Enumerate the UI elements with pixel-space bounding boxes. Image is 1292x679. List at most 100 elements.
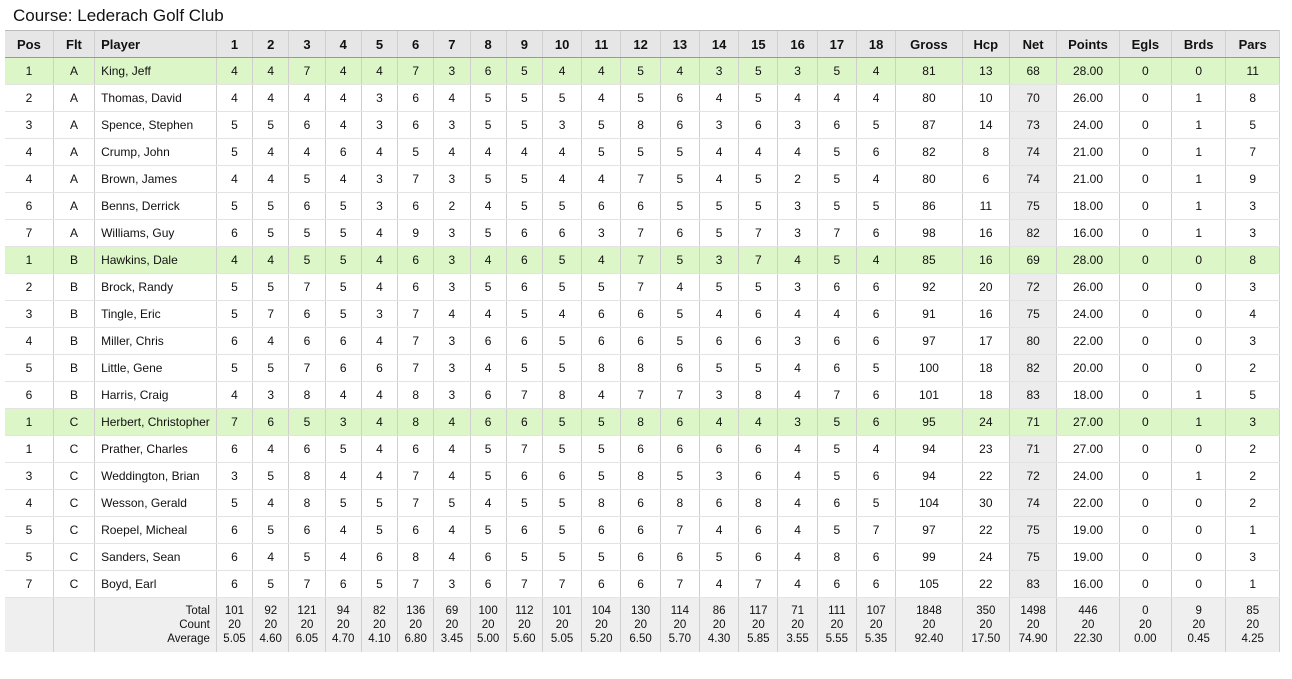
hole-16-score: 3	[777, 192, 818, 220]
column-header-pos[interactable]: Pos	[5, 30, 54, 58]
table-row[interactable]: 6 B Harris, Craig 4 3 8 4 4 8 3 6 7 8 4 7 7 3 8 4 7 6 101 18 83…	[5, 381, 1280, 409]
table-row[interactable]: 5 C Sanders, Sean 6 4 5 4 6 8 4 6 5 5 5 6 6 5 6 4 8 6 99 24 75 1…	[5, 543, 1280, 571]
table-row[interactable]: 4 A Crump, John 5 4 4 6 4 5 4 4 4 4 5 5 5 4 4 4 5 6 82 8 74 21.0…	[5, 138, 1280, 166]
column-header-8[interactable]: 8	[469, 30, 507, 58]
column-header-13[interactable]: 13	[659, 30, 700, 58]
egls-cell: 0	[1118, 570, 1172, 598]
points-cell: 22.00	[1056, 327, 1120, 355]
column-header-9[interactable]: 9	[505, 30, 543, 58]
table-row[interactable]: 1 C Prather, Charles 6 4 6 5 4 6 4 5 7 5 5 6 6 6 6 4 5 4 94 23…	[5, 435, 1280, 463]
summary-cell: 9 20 0.45	[1171, 597, 1226, 652]
column-header-12[interactable]: 12	[620, 30, 661, 58]
flight-cell: C	[52, 408, 95, 436]
table-row[interactable]: 4 A Brown, James 4 4 5 4 3 7 3 5 5 4 4 7 5 4 5 2 5 4 80 6 74 21.…	[5, 165, 1280, 193]
table-row[interactable]: 6 A Benns, Derrick 5 5 6 5 3 6 2 4 5 5 6 6 5 5 5 3 5 5 86 11 75…	[5, 192, 1280, 220]
hole-2-score: 3	[252, 381, 289, 409]
column-header-gross[interactable]: Gross	[895, 30, 963, 58]
hole-7-score: 4	[433, 138, 471, 166]
pars-cell: 9	[1225, 165, 1280, 193]
column-header-7[interactable]: 7	[433, 30, 471, 58]
column-header-hcp[interactable]: Hcp	[961, 30, 1010, 58]
column-header-egls[interactable]: Egls	[1118, 30, 1172, 58]
points-cell: 21.00	[1056, 138, 1120, 166]
hole-11-score: 8	[581, 354, 621, 382]
hole-9-score: 6	[505, 327, 543, 355]
hole-11-score: 5	[581, 138, 621, 166]
hole-15-score: 4	[738, 138, 778, 166]
summary-count: 20	[594, 619, 608, 631]
pos-cell: 3	[5, 300, 54, 328]
column-header-1[interactable]: 1	[215, 30, 253, 58]
column-header-18[interactable]: 18	[855, 30, 896, 58]
column-header-3[interactable]: 3	[288, 30, 326, 58]
hole-6-score: 8	[397, 381, 434, 409]
table-row[interactable]: 3 C Weddington, Brian 3 5 8 4 4 7 4 5 6 6 5 8 5 3 6 4 5 6 94 2…	[5, 462, 1280, 490]
egls-cell: 0	[1118, 300, 1172, 328]
table-row[interactable]: 1 C Herbert, Christopher 7 6 5 3 4 8 4 6 6 5 5 8 6 4 4 3 5 6…	[5, 408, 1280, 436]
hole-16-score: 3	[777, 408, 818, 436]
hole-12-score: 8	[620, 408, 661, 436]
gross-cell: 97	[895, 516, 963, 544]
table-row[interactable]: 4 B Miller, Chris 6 4 6 6 4 7 3 6 6 5 6 6 5 6 6 3 6 6 97 17 80 2…	[5, 327, 1280, 355]
table-row[interactable]: 5 B Little, Gene 5 5 7 6 6 7 3 4 5 5 8 8 6 5 5 4 6 5 100 18 82 2…	[5, 354, 1280, 382]
points-cell: 16.00	[1056, 219, 1120, 247]
brds-cell: 1	[1171, 84, 1226, 112]
column-header-net[interactable]: Net	[1008, 30, 1057, 58]
column-header-11[interactable]: 11	[581, 30, 621, 58]
column-header-16[interactable]: 16	[777, 30, 818, 58]
points-cell: 26.00	[1056, 273, 1120, 301]
column-header-points[interactable]: Points	[1056, 30, 1120, 58]
table-row[interactable]: 1 A King, Jeff 4 4 7 4 4 7 3 6 5 4 4 5 4 3 5 3 5 4 81 13 68 28.0…	[5, 57, 1280, 85]
brds-cell: 0	[1171, 57, 1226, 85]
table-row[interactable]: 7 C Boyd, Earl 6 5 7 6 5 7 3 6 7 7 6 6 7 4 7 4 6 6 105 22 83 16.…	[5, 570, 1280, 598]
pos-cell: 4	[5, 489, 54, 517]
hole-6-score: 7	[397, 570, 434, 598]
net-cell: 68	[1008, 57, 1057, 85]
hole-9-score: 5	[505, 165, 543, 193]
hole-17-score: 6	[816, 354, 857, 382]
hole-13-score: 6	[659, 84, 700, 112]
column-header-10[interactable]: 10	[541, 30, 582, 58]
column-header-pars[interactable]: Pars	[1225, 30, 1280, 58]
hole-12-score: 7	[620, 246, 661, 274]
summary-average: 17.50	[971, 633, 1001, 645]
column-header-5[interactable]: 5	[360, 30, 398, 58]
column-header-4[interactable]: 4	[324, 30, 362, 58]
hole-6-score: 9	[397, 219, 434, 247]
column-header-14[interactable]: 14	[698, 30, 739, 58]
brds-cell: 1	[1171, 138, 1226, 166]
table-row[interactable]: 4 C Wesson, Gerald 5 4 8 5 5 7 5 4 5 5 8 6 8 6 8 4 6 5 104 30 7…	[5, 489, 1280, 517]
table-row[interactable]: 7 A Williams, Guy 6 5 5 5 4 9 3 5 6 6 3 7 6 5 7 3 7 6 98 16 82 1…	[5, 219, 1280, 247]
column-header-brds[interactable]: Brds	[1171, 30, 1226, 58]
summary-count: 20	[1138, 619, 1152, 631]
column-header-player[interactable]: Player	[94, 30, 217, 58]
table-row[interactable]: 3 B Tingle, Eric 5 7 6 5 3 7 4 4 5 4 6 6 5 4 6 4 4 6 91 16 75 24…	[5, 300, 1280, 328]
table-row[interactable]: 2 A Thomas, David 4 4 4 4 3 6 4 5 5 5 4 5 6 4 5 4 4 4 80 10 70 2…	[5, 84, 1280, 112]
player-name: Benns, Derrick	[94, 192, 217, 220]
hole-1-score: 6	[215, 570, 253, 598]
hole-16-score: 3	[777, 327, 818, 355]
hole-1-score: 5	[215, 192, 253, 220]
column-header-flt[interactable]: Flt	[52, 30, 95, 58]
hole-14-score: 4	[698, 84, 739, 112]
hole-2-score: 4	[252, 84, 289, 112]
table-row[interactable]: 5 C Roepel, Micheal 6 5 6 4 5 6 4 5 6 5 6 6 7 4 6 4 5 7 97 22 7…	[5, 516, 1280, 544]
column-header-15[interactable]: 15	[738, 30, 778, 58]
hole-11-score: 4	[581, 57, 621, 85]
hole-17-score: 5	[816, 57, 857, 85]
hole-3-score: 6	[288, 516, 326, 544]
hole-12-score: 7	[620, 381, 661, 409]
summary-total: 112	[515, 605, 534, 617]
hole-10-score: 4	[541, 138, 582, 166]
table-row[interactable]: 3 A Spence, Stephen 5 5 6 4 3 6 3 5 5 3 5 8 6 3 6 3 6 5 87 14 7…	[5, 111, 1280, 139]
table-row[interactable]: 1 B Hawkins, Dale 4 4 5 5 4 6 3 4 6 5 4 7 5 3 7 4 5 4 85 16 69 2…	[5, 246, 1280, 274]
column-header-6[interactable]: 6	[397, 30, 434, 58]
hole-5-score: 4	[360, 381, 398, 409]
hole-16-score: 4	[777, 435, 818, 463]
column-header-17[interactable]: 17	[816, 30, 857, 58]
flight-cell: B	[52, 354, 95, 382]
column-header-2[interactable]: 2	[252, 30, 289, 58]
flight-cell: A	[52, 84, 95, 112]
table-row[interactable]: 2 B Brock, Randy 5 5 7 5 4 6 3 5 6 5 5 7 4 5 5 3 6 6 92 20 72 26…	[5, 273, 1280, 301]
hole-1-score: 6	[215, 219, 253, 247]
